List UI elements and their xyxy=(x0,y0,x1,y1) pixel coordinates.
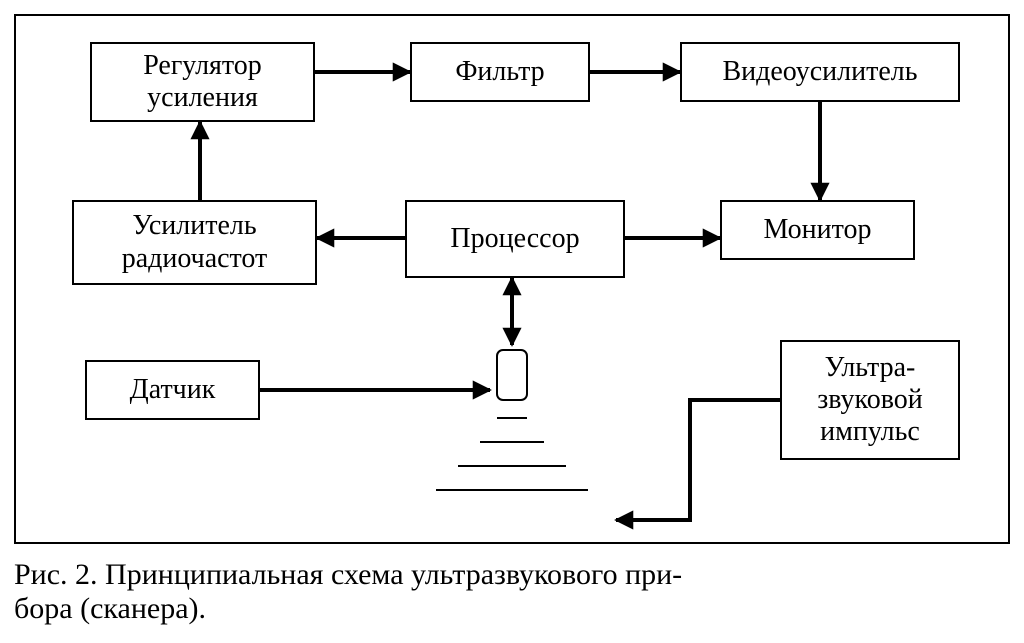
node-monitor: Монитор xyxy=(720,200,915,260)
node-label: Фильтр xyxy=(455,56,544,88)
node-label: Видеоусилитель xyxy=(722,56,917,88)
node-label: Усилитель радиочастот xyxy=(74,210,315,274)
caption-line-1: Рис. 2. Принципиальная схема ультразвуко… xyxy=(14,558,682,591)
node-sensor: Датчик xyxy=(85,360,260,420)
node-filter: Фильтр xyxy=(410,42,590,102)
node-rf-amplifier: Усилитель радиочастот xyxy=(72,200,317,285)
node-regulator: Регулятор усиления xyxy=(90,42,315,122)
node-label: Датчик xyxy=(130,374,216,406)
node-processor: Процессор xyxy=(405,200,625,278)
node-label: Монитор xyxy=(763,214,871,246)
node-label: Ультра- звуковой импульс xyxy=(782,352,958,449)
node-video-amplifier: Видеоусилитель xyxy=(680,42,960,102)
diagram-canvas: Регулятор усиления Фильтр Видеоусилитель… xyxy=(0,0,1024,643)
figure-caption: Рис. 2. Принципиальная схема ультразвуко… xyxy=(14,558,1010,626)
caption-line-2: бора (сканера). xyxy=(14,592,206,625)
node-ultrasonic-pulse: Ультра- звуковой импульс xyxy=(780,340,960,460)
node-label: Процессор xyxy=(450,223,579,255)
node-label: Регулятор усиления xyxy=(92,50,313,114)
